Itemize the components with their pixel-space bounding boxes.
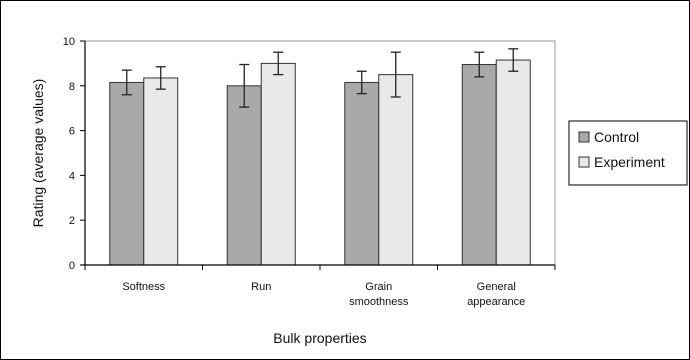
legend: Control Experiment	[568, 120, 688, 186]
legend-swatch-experiment	[578, 156, 590, 168]
bar-experiment-0	[143, 77, 179, 266]
x-tick-label-2: smoothness	[349, 296, 409, 308]
x-tick-label-3: appearance	[467, 296, 525, 308]
x-tick-label-3: General	[477, 281, 516, 293]
bar-experiment-1	[260, 62, 296, 266]
bar-control-3	[461, 64, 497, 266]
axis-layer: Softness Run Grain smoothness General appeara…	[63, 36, 556, 308]
y-tick-label-8: 8	[69, 81, 75, 93]
bar-control-1	[226, 85, 262, 266]
y-tick-label-6: 6	[69, 126, 75, 138]
legend-swatch-control	[578, 131, 590, 143]
bar-control-2	[344, 81, 380, 266]
bars-layer	[109, 48, 531, 266]
y-tick-label-2: 2	[69, 215, 75, 227]
x-axis-title: Bulk properties	[273, 330, 366, 346]
x-tick-label-1: Run	[251, 281, 271, 293]
legend-label-control: Control	[594, 129, 639, 145]
legend-label-experiment: Experiment	[594, 154, 665, 170]
bar-experiment-3	[495, 59, 531, 266]
y-tick-label-4: 4	[69, 170, 75, 182]
bar-control-0	[109, 81, 145, 266]
y-tick-label-10: 10	[63, 36, 75, 48]
bar-experiment-2	[378, 74, 414, 266]
y-axis-title: Rating (average values)	[30, 79, 46, 228]
y-tick-label-0: 0	[69, 260, 75, 272]
x-tick-label-2: Grain	[365, 281, 392, 293]
x-tick-label-0: Softness	[122, 281, 165, 293]
